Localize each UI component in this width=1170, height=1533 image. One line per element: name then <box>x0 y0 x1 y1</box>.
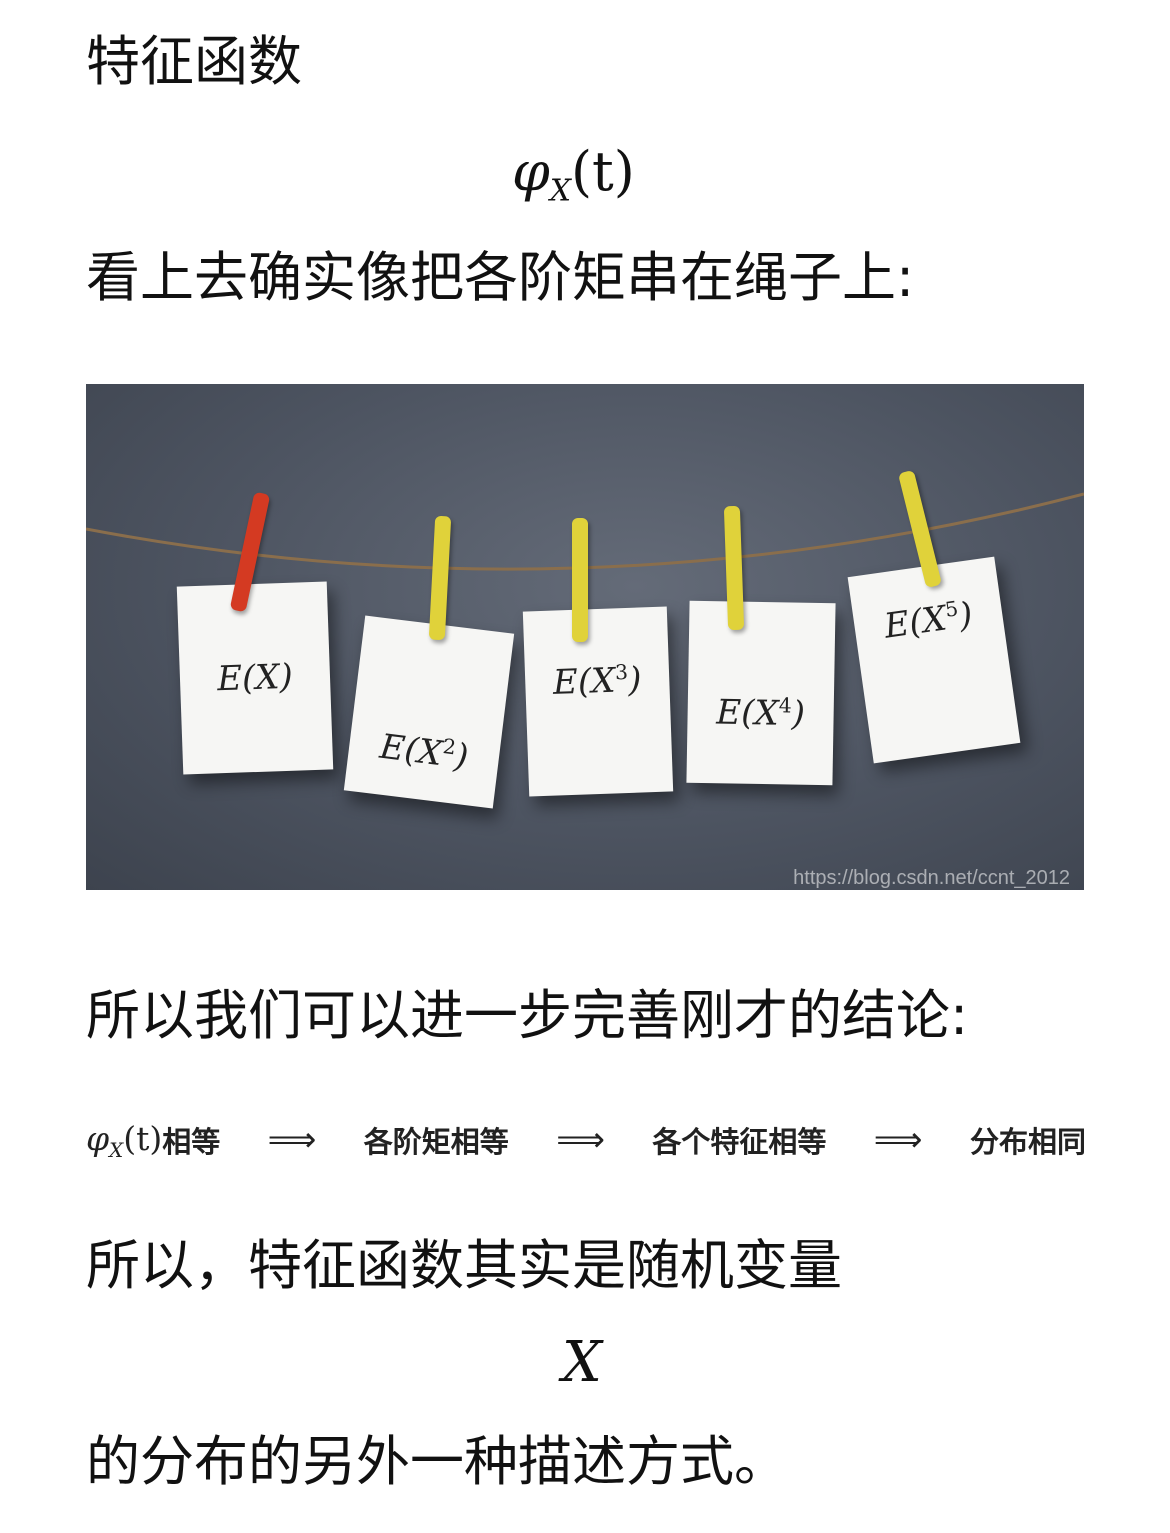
chain-step-features: 各个特征相等 <box>652 1125 827 1159</box>
watermark: https://blog.csdn.net/ccnt_2012 <box>793 867 1070 889</box>
moment-card-2-label: E(X2) <box>377 726 471 778</box>
moment-card-1: E(X) <box>176 581 334 775</box>
implies-arrow-3: ⟹ <box>873 1120 923 1160</box>
phi-subscript: X <box>549 173 571 209</box>
heading: 特征函数 <box>86 30 302 93</box>
moment-card-1-label: E(X) <box>216 656 294 700</box>
phi-symbol: φ <box>512 140 550 203</box>
moment-card-2: E(X2) <box>343 615 515 809</box>
moment-card-3-label: E(X3) <box>552 660 643 704</box>
moment-card-3: E(X3) <box>522 606 674 797</box>
rope-sentence: 看上去确实像把各阶矩串在绳子上: <box>86 246 915 309</box>
clothespin-3 <box>572 518 588 642</box>
chain-step-distribution: 分布相同 <box>969 1125 1086 1159</box>
chain-step-phi: φX(t) 相等 <box>86 1119 220 1162</box>
moment-card-5: E(X5) <box>847 556 1021 764</box>
clothesline-photo: E(X) E(X2) E(X3) E(X4) E(X5) https://blo… <box>86 384 1084 890</box>
formula-phi: φX(t) <box>512 140 635 208</box>
implies-arrow-2: ⟹ <box>556 1120 605 1160</box>
chain-phi: φX(t) <box>86 1118 163 1162</box>
moment-card-5-label: E(X5) <box>881 594 976 647</box>
chain-step-1-suffix: 相等 <box>162 1124 221 1159</box>
moment-card-4: E(X4) <box>686 600 836 786</box>
so-sentence: 所以，特征函数其实是随机变量 <box>86 1234 842 1297</box>
conclusion-sentence: 所以我们可以进一步完善刚才的结论: <box>86 984 969 1047</box>
phi-argument: (t) <box>570 140 635 203</box>
moment-card-4-label: E(X4) <box>716 692 806 734</box>
implication-chain: φX(t) 相等 ⟹ 各阶矩相等 ⟹ 各个特征相等 ⟹ 分布相同 <box>86 1118 1086 1162</box>
final-sentence: 的分布的另外一种描述方式。 <box>86 1430 788 1493</box>
implies-arrow-1: ⟹ <box>267 1120 317 1160</box>
formula-x: X <box>562 1330 602 1395</box>
chain-step-moments: 各阶矩相等 <box>363 1125 509 1159</box>
